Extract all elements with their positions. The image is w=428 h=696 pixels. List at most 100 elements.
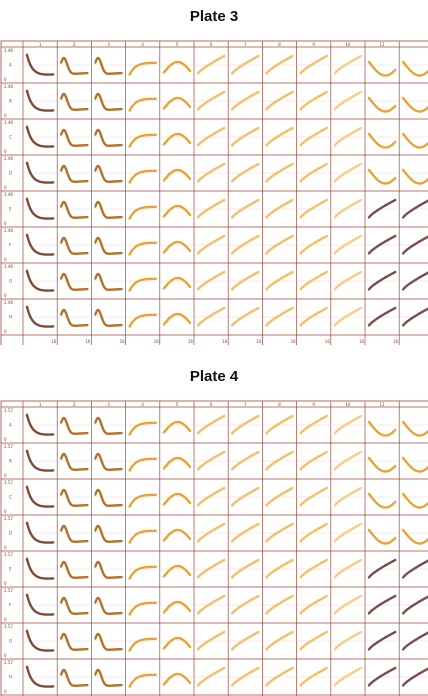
plate-frame — [0, 400, 428, 696]
well-curve-b7 — [231, 450, 260, 471]
y-max-tick-label: 2.46 — [4, 48, 13, 53]
well-curve-h1 — [25, 305, 55, 328]
well-curve-e9 — [299, 558, 328, 579]
well-curve-h3 — [94, 308, 123, 327]
row-label: D — [9, 171, 12, 176]
well-curve-e2 — [60, 560, 89, 579]
row-label: F — [9, 603, 12, 608]
well-curve-a10 — [333, 54, 363, 75]
y-min-tick-label: 0 — [4, 257, 7, 262]
well-curve-e10 — [333, 198, 363, 219]
well-curve-e7 — [231, 198, 260, 219]
well-curve-d1 — [25, 161, 55, 184]
well-curve-e5 — [162, 564, 192, 578]
well-curve-g4 — [128, 277, 157, 292]
y-max-tick-label: 2.57 — [4, 408, 13, 413]
well-curve-b4 — [128, 457, 157, 472]
row-label: G — [9, 279, 12, 284]
well-curve-a9 — [299, 54, 328, 75]
well-curve-h6 — [196, 306, 226, 327]
well-curve-g1 — [25, 629, 55, 652]
row-label: G — [9, 639, 12, 644]
well-curve-c3 — [94, 488, 123, 507]
well-curve-c1 — [25, 125, 55, 148]
well-curve-b9 — [299, 450, 328, 471]
column-label: 8 — [278, 402, 281, 407]
well-curve-b8 — [265, 90, 294, 111]
well-curve-b11 — [367, 96, 397, 113]
well-curve-a5 — [162, 60, 192, 74]
well-curve-f5 — [162, 240, 192, 254]
well-curve-d11 — [367, 528, 397, 545]
well-curve-f9 — [299, 234, 328, 255]
well-curve-e9 — [299, 198, 328, 219]
well-curve-h4 — [128, 313, 157, 328]
y-min-tick-label: 0 — [4, 329, 7, 334]
plate-3-chart: 1 2 3 4 5 6 7 8 9 10 11 2.46 A 0 2.46 B 0 2.46 C 0 2.46 D 0 2.4… — [0, 40, 428, 345]
well-curve-g10 — [333, 270, 363, 291]
well-curve-e7 — [231, 558, 260, 579]
well-curve-c5 — [162, 492, 192, 506]
y-max-tick-label: 2.57 — [4, 588, 13, 593]
well-curve-e6 — [196, 558, 226, 579]
well-curve-e3 — [94, 200, 123, 219]
well-curve-b12 — [402, 96, 428, 113]
well-curve-a11 — [367, 420, 397, 437]
well-curve-c8 — [265, 126, 294, 147]
well-curve-b4 — [128, 97, 157, 112]
x-tick-label: 16 — [393, 339, 399, 344]
well-curve-h1 — [25, 665, 55, 688]
column-label: 5 — [176, 402, 179, 407]
well-curve-c8 — [265, 486, 294, 507]
well-curve-f11 — [367, 234, 397, 255]
column-label: 3 — [107, 402, 110, 407]
well-curve-b3 — [94, 92, 123, 111]
well-curve-a5 — [162, 420, 192, 434]
x-tick-label: 16 — [256, 339, 262, 344]
well-curve-b12 — [402, 456, 428, 473]
well-curve-g8 — [265, 270, 294, 291]
well-curve-c6 — [196, 486, 226, 507]
well-curve-a8 — [265, 54, 294, 75]
well-curve-b2 — [60, 92, 89, 111]
well-curve-d8 — [265, 522, 294, 543]
well-curve-c2 — [60, 128, 89, 147]
column-label: 3 — [107, 42, 110, 47]
well-curve-c9 — [299, 126, 328, 147]
column-label: 11 — [380, 402, 386, 407]
well-curve-d4 — [128, 169, 157, 184]
y-max-tick-label: 2.46 — [4, 264, 13, 269]
well-curve-a9 — [299, 414, 328, 435]
row-label: C — [9, 135, 12, 140]
y-min-tick-label: 0 — [4, 617, 7, 622]
y-min-tick-label: 0 — [4, 581, 7, 586]
well-curve-f10 — [333, 234, 363, 255]
y-max-tick-label: 2.46 — [4, 192, 13, 197]
well-curve-a3 — [94, 416, 123, 435]
well-curve-d7 — [231, 162, 260, 183]
well-curve-c10 — [333, 126, 363, 147]
plate-frame — [0, 40, 428, 345]
well-curve-a6 — [196, 414, 226, 435]
well-curve-h3 — [94, 668, 123, 687]
x-tick-label: 16 — [85, 339, 91, 344]
well-curve-e1 — [25, 197, 55, 220]
well-curve-c6 — [196, 126, 226, 147]
well-curve-d2 — [60, 524, 89, 543]
column-label: 4 — [141, 402, 144, 407]
well-curve-c3 — [94, 128, 123, 147]
well-curve-b2 — [60, 452, 89, 471]
well-curve-h4 — [128, 673, 157, 688]
well-curve-g5 — [162, 636, 192, 650]
well-curve-h11 — [367, 306, 397, 327]
y-max-tick-label: 2.46 — [4, 300, 13, 305]
well-curve-h2 — [60, 668, 89, 687]
well-curve-f1 — [25, 593, 55, 616]
well-curve-c9 — [299, 486, 328, 507]
plate-4-title: Plate 4 — [189, 368, 239, 385]
column-label: 4 — [141, 42, 144, 47]
well-curve-a12 — [402, 60, 428, 77]
well-curve-f2 — [60, 596, 89, 615]
well-curve-h12 — [402, 307, 428, 327]
well-curve-g6 — [196, 270, 226, 291]
